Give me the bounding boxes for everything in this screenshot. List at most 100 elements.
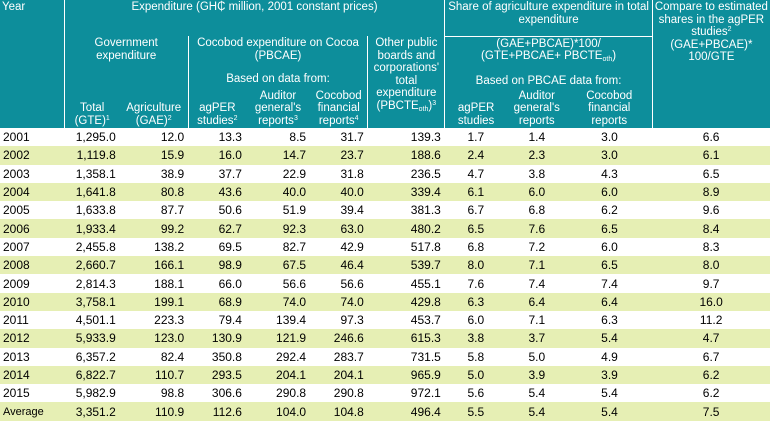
table-body: 2001 1,295.0 12.0 13.3 8.5 31.7 139.3 1.7 1.4 3.0…: [0, 128, 770, 421]
cell-year: Average: [0, 402, 65, 421]
agri-gae-header: Agriculture (GAE)2: [119, 86, 189, 128]
cell-pbcte: 453.7: [410, 313, 441, 328]
cell-gae: 82.4: [160, 349, 185, 364]
cell-agper: 306.6: [211, 386, 242, 401]
share-formula-1: (GAE+PBCAE)*100/: [496, 37, 601, 50]
year-header: Year: [0, 0, 65, 128]
cell-gte: 2,814.3: [75, 276, 116, 291]
cell-compare: 8.0: [652, 256, 770, 275]
cell-auditor: 292.4: [276, 349, 307, 364]
cell-pbcte: 517.8: [410, 239, 441, 254]
share-formula-header: (GAE+PBCAE)*100/ (GTE+PBCAE+ PBCTEoth): [444, 36, 653, 72]
cell-s-cocobod: 7.4: [601, 276, 618, 291]
total-gte-header: Total (GTE)1: [63, 86, 120, 128]
cell-s-cocobod: 5.4: [566, 402, 653, 421]
cell-gae: 80.8: [119, 182, 189, 202]
cell-s-auditor: 6.4: [506, 292, 567, 311]
cell-s-auditor: 7.2: [528, 239, 546, 254]
cell-s-agper: 6.1: [444, 182, 507, 202]
cell-s-cocobod: 6.5: [566, 219, 653, 238]
cell-gae: 166.1: [119, 256, 189, 275]
cell-s-auditor: 6.8: [528, 203, 546, 218]
cell-s-auditor: 1.4: [528, 130, 546, 145]
cell-year: 2012: [0, 329, 65, 348]
cell-pbcte: 496.4: [367, 402, 445, 421]
cell-pbcte: 615.3: [367, 329, 445, 348]
cell-gae: 223.3: [154, 313, 185, 328]
table-row: Average 3,351.2 110.9 112.6 104.0 104.8 496.4 5…: [0, 402, 770, 421]
cell-cocobod: 31.8: [340, 166, 364, 181]
cell-auditor: 67.5: [245, 256, 311, 275]
cell-s-agper: 7.6: [467, 276, 485, 291]
cell-cocobod: 23.7: [310, 146, 368, 165]
cell-gae: 110.9: [119, 402, 189, 421]
cell-auditor: 74.0: [245, 292, 311, 311]
cell-cocobod: 46.4: [310, 256, 368, 275]
cell-cocobod: 246.6: [310, 329, 368, 348]
auditor-header: Auditor general's reports3: [245, 86, 311, 128]
cell-auditor: 290.8: [276, 386, 307, 401]
cell-agper: 98.9: [188, 256, 246, 275]
cell-auditor: 22.9: [282, 166, 307, 181]
cell-auditor: 8.5: [289, 130, 307, 145]
cell-gae: 12.0: [160, 130, 185, 145]
compare-title: Compare to estimated shares in the agPER…: [654, 1, 768, 38]
cell-s-auditor: 3.8: [528, 166, 546, 181]
cell-compare: 6.2: [702, 386, 720, 401]
cell-pbcte: 965.9: [367, 365, 445, 385]
cell-compare: 6.5: [702, 166, 720, 181]
table-row: 2011 4,501.1 223.3 79.4 139.4 97.3 453.7 6.0 7.1…: [0, 311, 770, 329]
cell-s-cocobod: 6.3: [601, 313, 618, 328]
table-row: 2001 1,295.0 12.0 13.3 8.5 31.7 139.3 1.7 1.4 3.0…: [0, 128, 770, 146]
cell-cocobod: 74.0: [310, 292, 368, 311]
cell-year: 2005: [3, 203, 30, 218]
cell-cocobod: 204.1: [310, 365, 368, 385]
cell-s-cocobod: 3.0: [601, 130, 618, 145]
cell-gte: 6,822.7: [64, 365, 120, 385]
share-header: Share of agriculture expenditure in tota…: [444, 0, 653, 37]
cell-cocobod: 97.3: [340, 313, 364, 328]
cell-gae: 99.2: [119, 219, 189, 238]
cell-s-agper: 5.5: [444, 402, 507, 421]
cell-pbcte: 139.3: [410, 130, 441, 145]
compare-header: Compare to estimated shares in the agPER…: [651, 0, 770, 128]
cell-auditor: 204.1: [245, 365, 311, 385]
cell-gte: 1,358.1: [75, 166, 116, 181]
table-row: 2015 5,982.9 98.8 306.6 290.8 290.8 972.1 5.6 5.…: [0, 384, 770, 402]
table-row: 2005 1,633.8 87.7 50.6 51.9 39.4 381.3 6.7 6.8 6.…: [0, 201, 770, 219]
cell-agper: 112.6: [188, 402, 246, 421]
cell-gte: 5,982.9: [75, 386, 116, 401]
cell-s-auditor: 7.1: [506, 256, 567, 275]
cell-s-cocobod: 6.4: [566, 292, 653, 311]
table-row: 2014 6,822.7 110.7 293.5 204.1 204.1 965.9 5.0 3…: [0, 365, 770, 385]
cell-year: 2007: [3, 239, 30, 254]
cell-year: 2014: [0, 365, 65, 385]
cell-s-auditor: 3.9: [506, 365, 567, 385]
cell-gte: 1,633.8: [75, 203, 116, 218]
cell-s-auditor: 5.4: [528, 386, 546, 401]
cell-cocobod: 290.8: [333, 386, 364, 401]
cell-pbcte: 731.5: [410, 349, 441, 364]
cell-agper: 50.6: [218, 203, 242, 218]
cell-s-agper: 2.4: [444, 146, 507, 165]
cell-s-cocobod: 6.5: [566, 256, 653, 275]
cell-agper: 69.5: [218, 239, 242, 254]
table-row: 2012 5,933.9 123.0 130.9 121.9 246.6 615.3 3.8 3…: [0, 329, 770, 348]
cocobod-exp-header: Cocobod expenditure on Cocoa (PBCAE): [187, 36, 368, 72]
cell-compare: 16.0: [652, 292, 770, 311]
cell-agper: 350.8: [211, 349, 242, 364]
cell-gte: 1,295.0: [75, 130, 116, 145]
cell-gte: 3,758.1: [64, 292, 120, 311]
cell-year: 2003: [3, 166, 30, 181]
cell-s-auditor: 7.1: [528, 313, 546, 328]
cell-year: 2009: [3, 276, 30, 291]
share-auditor-header: Auditor general's reports: [506, 88, 567, 128]
table-row: 2013 6,357.2 82.4 350.8 292.4 283.7 731.5 5.8 5.…: [0, 348, 770, 366]
cell-s-cocobod: 6.0: [601, 239, 618, 254]
cell-gae: 98.8: [160, 386, 185, 401]
cell-gae: 38.9: [160, 166, 185, 181]
cell-auditor: 139.4: [276, 313, 307, 328]
cell-compare: 6.1: [652, 146, 770, 165]
cell-cocobod: 40.0: [310, 182, 368, 202]
cell-compare: 11.2: [699, 313, 723, 328]
